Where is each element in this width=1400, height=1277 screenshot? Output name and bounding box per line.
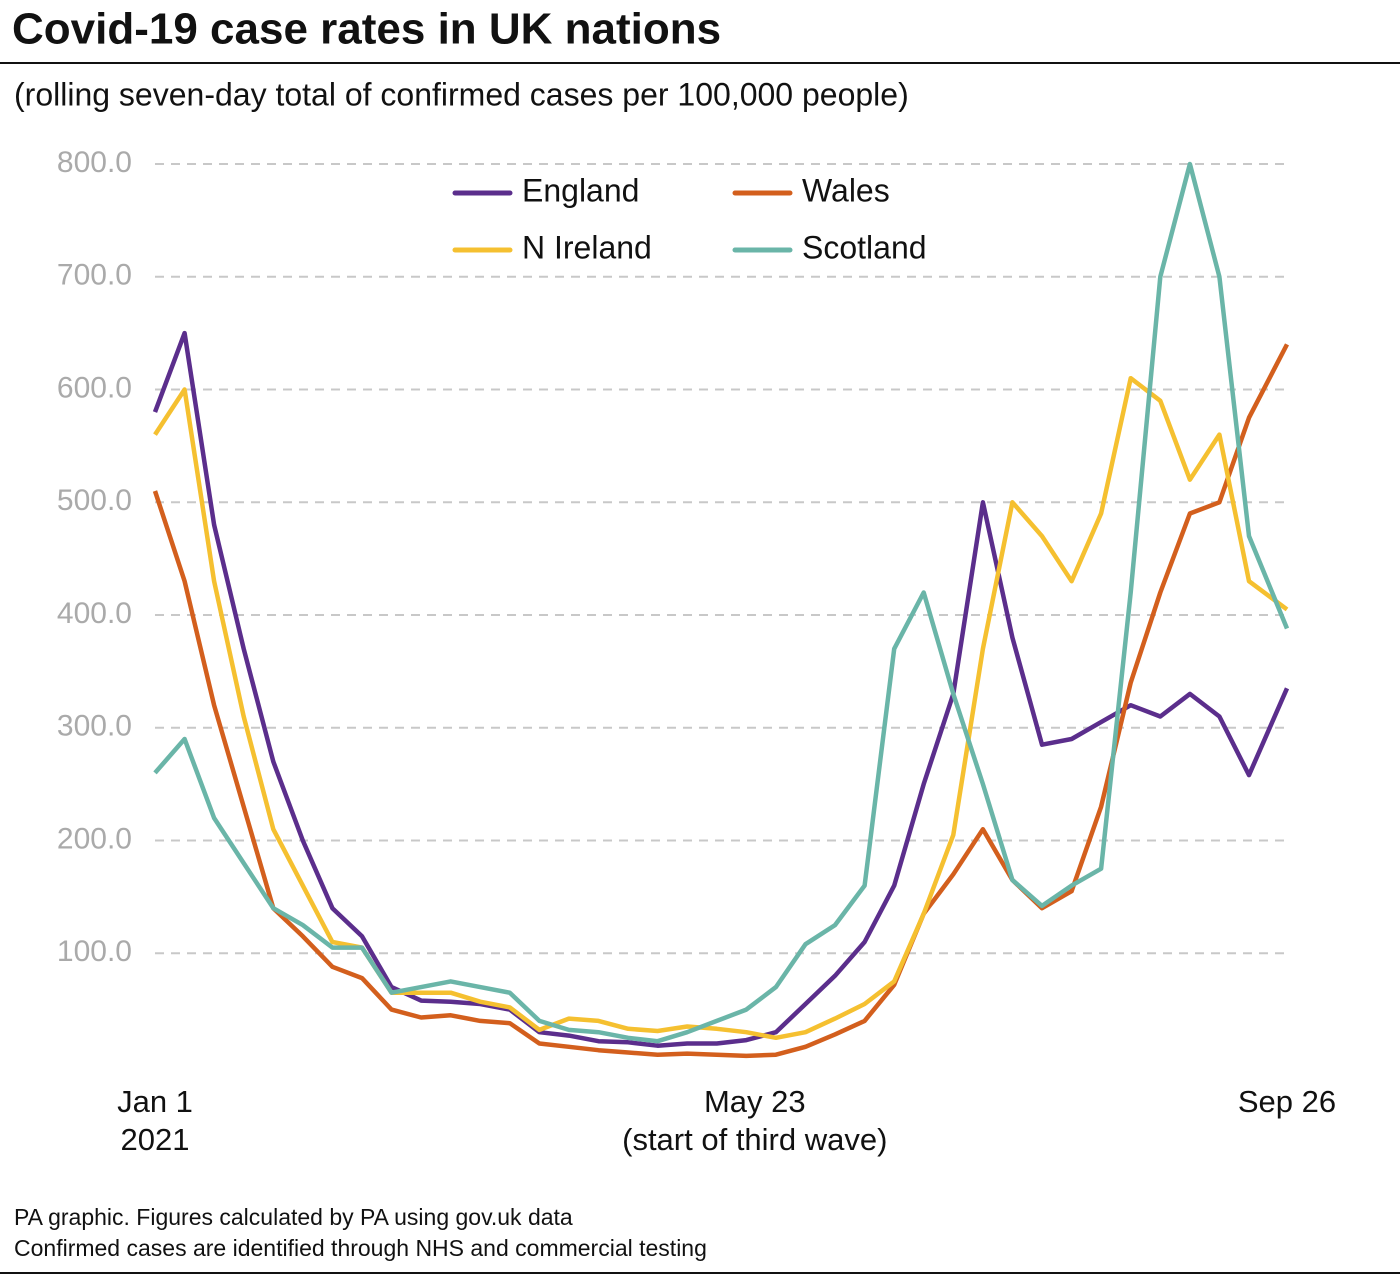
x-tick-label: May 23 xyxy=(704,1084,806,1119)
note: PA graphic. Figures calculated by PA usi… xyxy=(14,1204,573,1230)
legend-label: Wales xyxy=(802,172,890,208)
x-tick-label: 2021 xyxy=(121,1122,190,1157)
series-line xyxy=(152,343,1289,1059)
note: Confirmed cases are identified through N… xyxy=(14,1235,707,1261)
x-tick-label: Jan 1 xyxy=(117,1084,193,1119)
y-tick-label: 400.0 xyxy=(57,597,132,630)
y-tick-label: 600.0 xyxy=(57,371,132,404)
legend-label: N Ireland xyxy=(522,229,652,265)
chart-title: Covid-19 case rates in UK nations xyxy=(12,5,721,54)
series-line xyxy=(152,330,1290,1048)
y-tick-label: 700.0 xyxy=(57,259,132,292)
y-tick-label: 200.0 xyxy=(57,822,132,855)
y-tick-label: 100.0 xyxy=(57,935,132,968)
series-line xyxy=(153,375,1289,1041)
series-line xyxy=(153,161,1290,1044)
y-tick-label: 500.0 xyxy=(57,484,132,517)
x-tick-label: Sep 26 xyxy=(1238,1084,1336,1119)
legend-label: England xyxy=(522,172,639,208)
y-tick-label: 800.0 xyxy=(57,146,132,179)
x-tick-label: (start of third wave) xyxy=(622,1122,887,1157)
y-tick-label: 300.0 xyxy=(57,710,132,743)
legend-label: Scotland xyxy=(802,229,927,265)
chart-subtitle: (rolling seven-day total of confirmed ca… xyxy=(14,76,909,112)
